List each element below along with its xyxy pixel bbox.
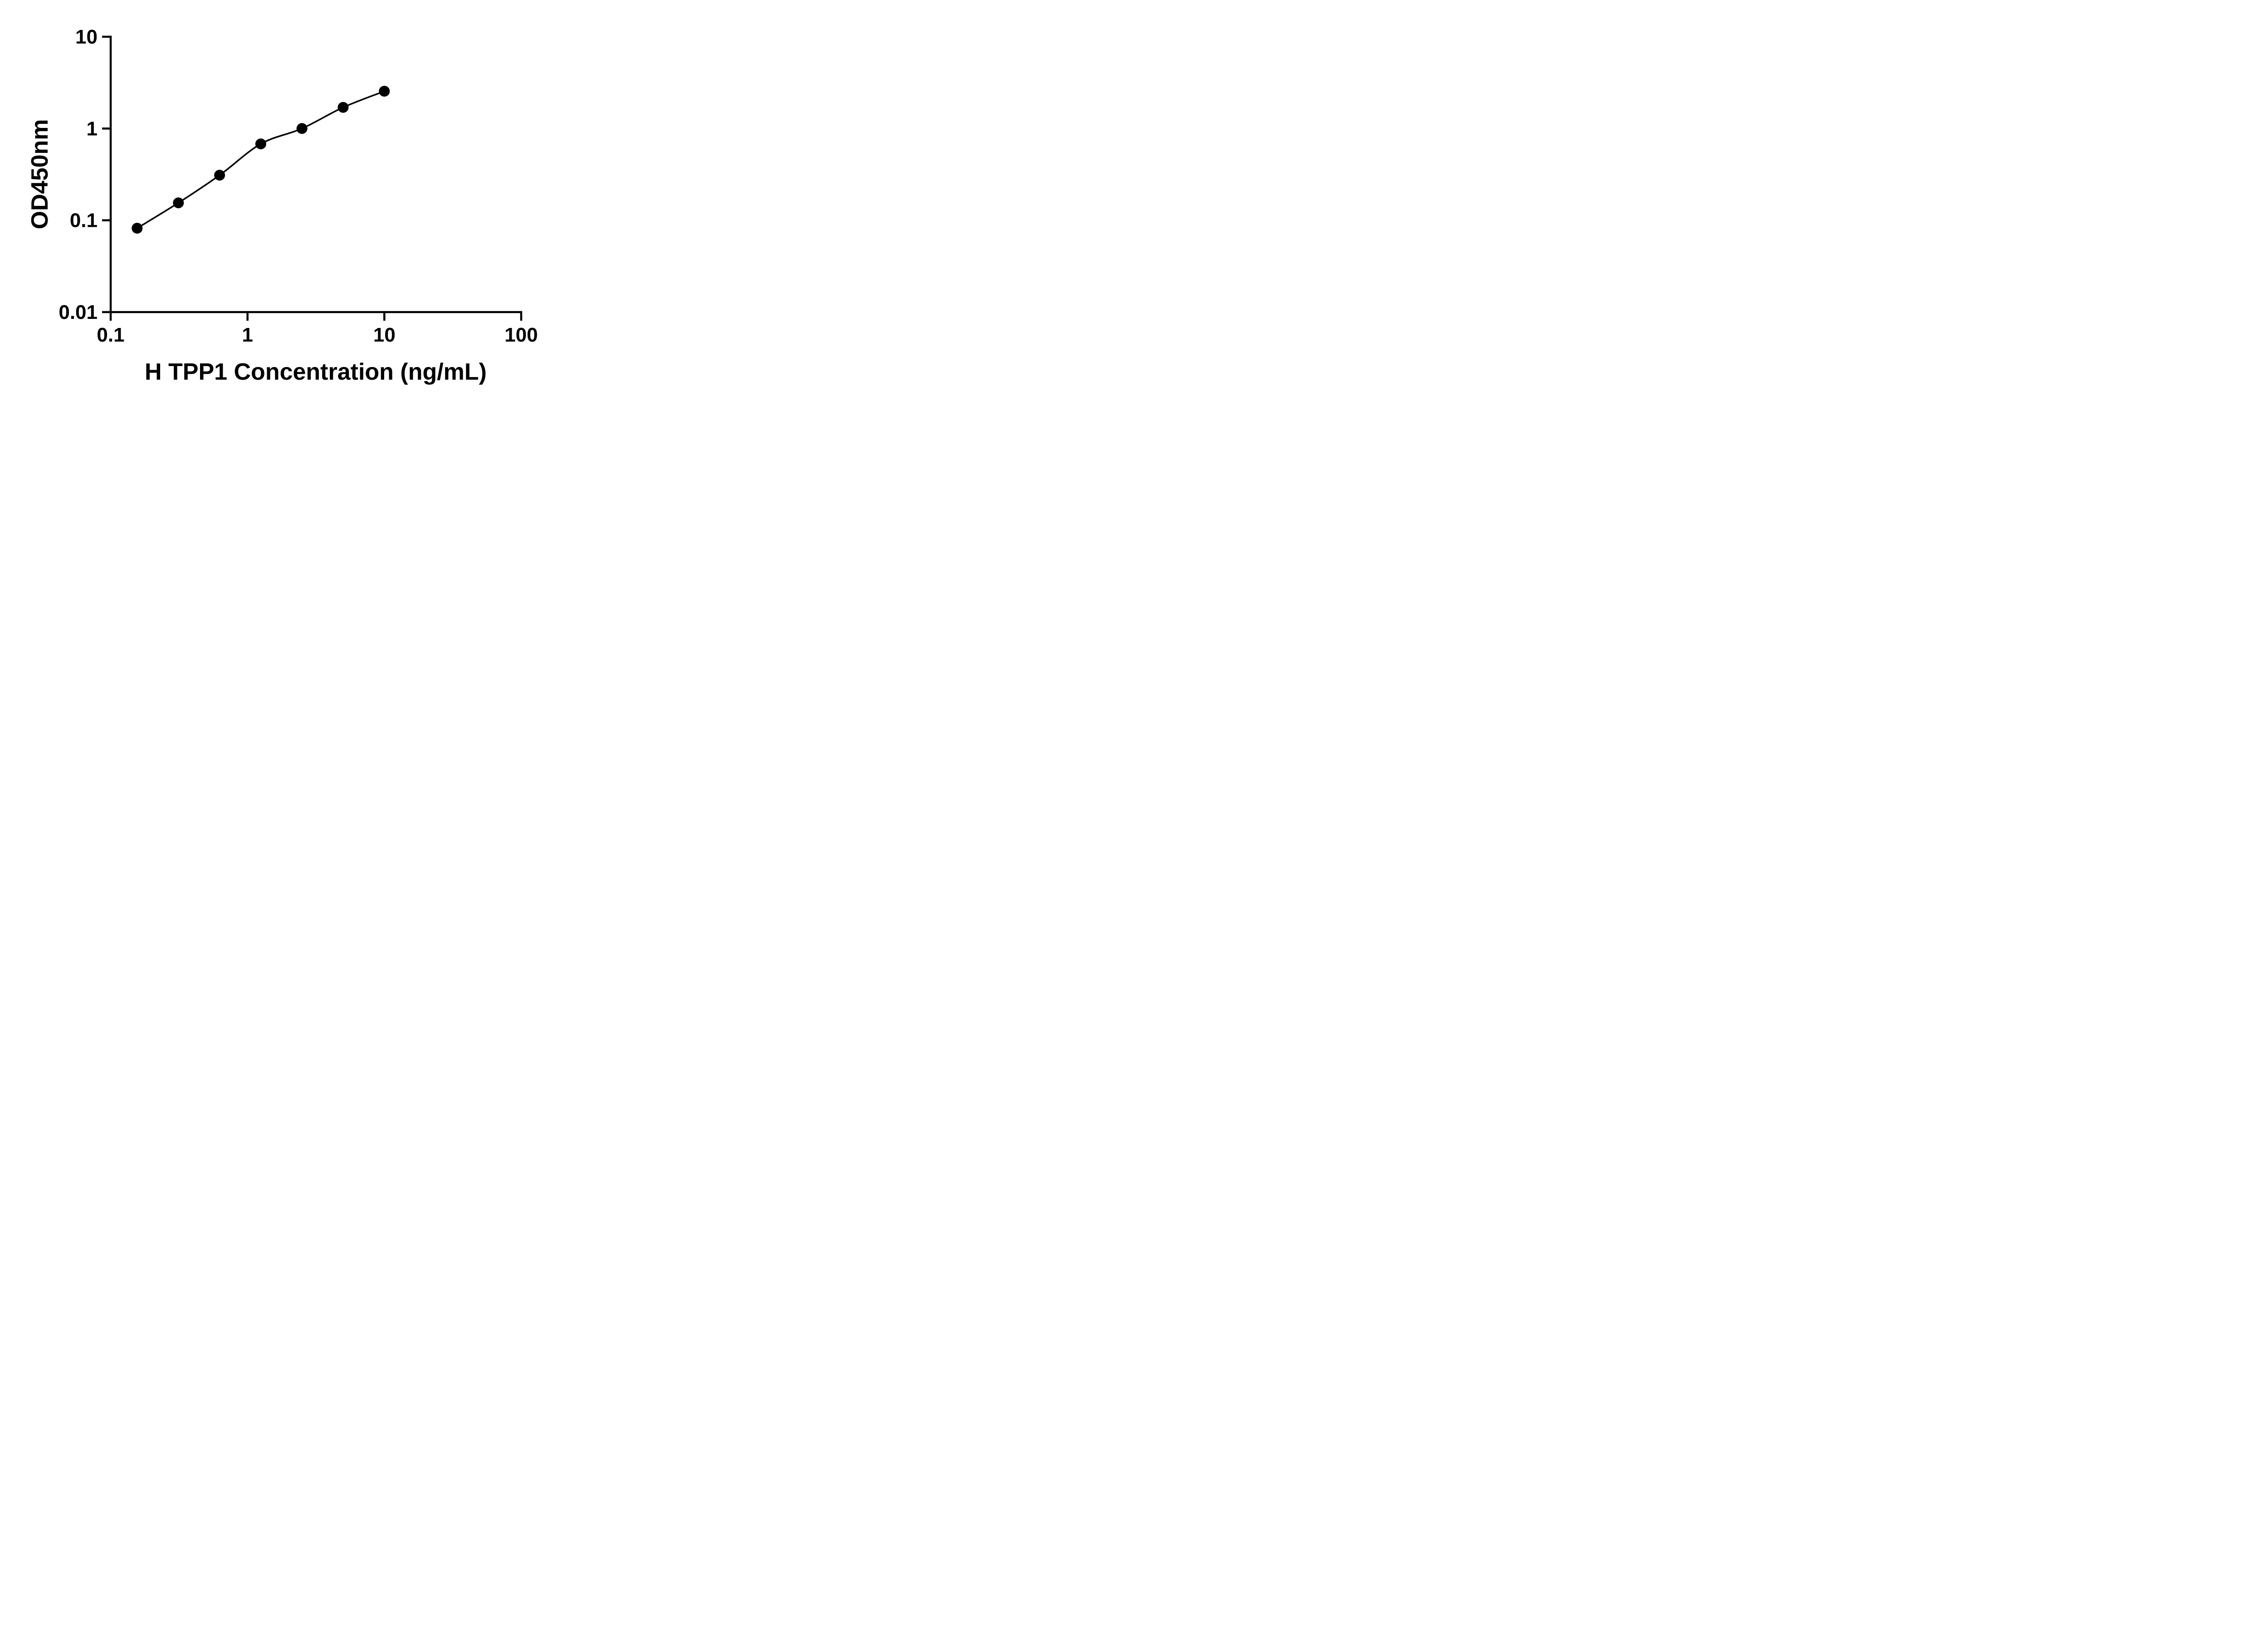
data-point bbox=[214, 170, 225, 181]
x-tick-label: 100 bbox=[504, 324, 538, 346]
data-point bbox=[337, 102, 349, 113]
data-point bbox=[379, 86, 390, 97]
x-axis-title: H TPP1 Concentration (ng/mL) bbox=[145, 359, 487, 385]
x-tick-label: 10 bbox=[373, 324, 396, 346]
axes-lines bbox=[109, 35, 523, 313]
data-point bbox=[132, 223, 143, 234]
y-tick-label: 0.1 bbox=[70, 210, 98, 232]
data-point bbox=[173, 197, 184, 209]
data-point bbox=[296, 123, 308, 134]
y-tick-label: 10 bbox=[75, 26, 98, 48]
x-tick-label: 1 bbox=[242, 324, 253, 346]
y-tick-label: 0.01 bbox=[59, 301, 98, 323]
data-point bbox=[255, 138, 266, 150]
fit-curve bbox=[136, 90, 386, 229]
elisa-standard-curve-figure: 0.1 1 10 100 0.01 0.1 1 10 H TPP1 Concentration… bbox=[0, 0, 582, 408]
y-axis-title: OD450nm bbox=[27, 119, 53, 230]
y-tick-label: 1 bbox=[87, 117, 98, 140]
x-tick-label: 0.1 bbox=[97, 324, 124, 346]
